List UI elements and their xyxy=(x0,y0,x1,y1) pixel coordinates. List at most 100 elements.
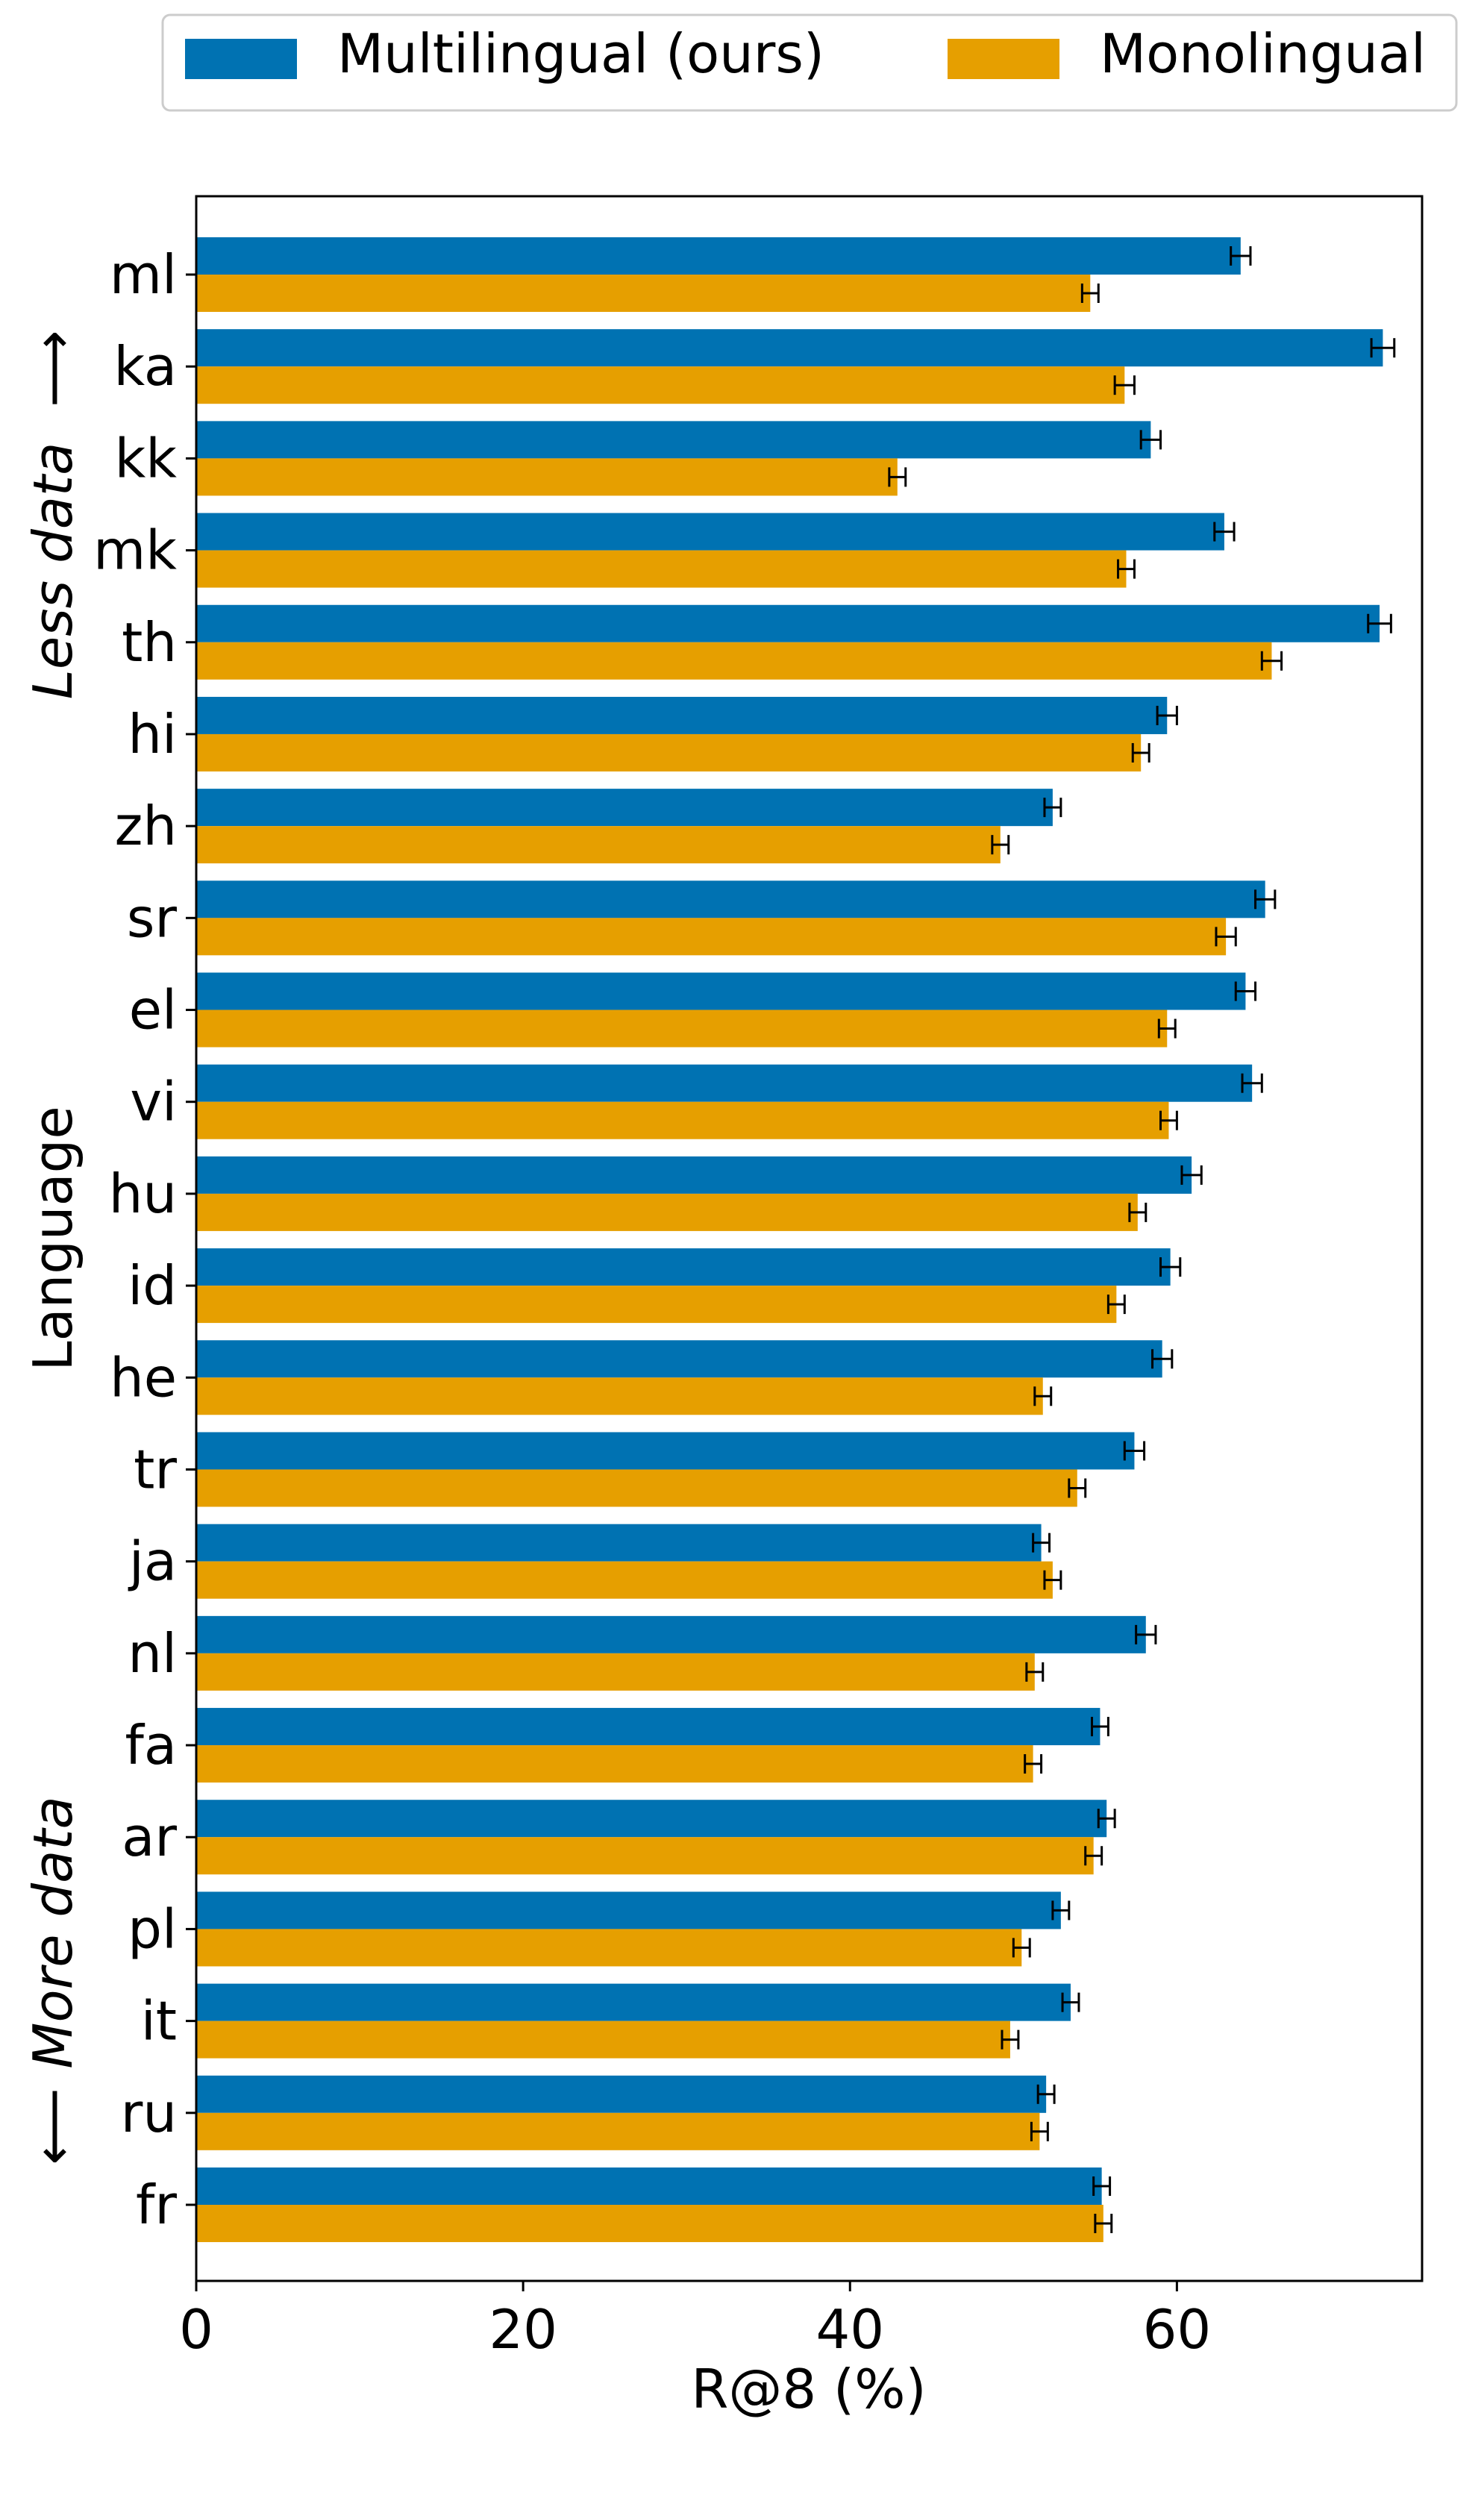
error-bar-it-multilingual xyxy=(1061,1992,1080,2012)
error-bar-fa-monolingual xyxy=(1024,1754,1043,1774)
y-tick-label-ja: ja xyxy=(128,1530,177,1593)
error-bar-pl-monolingual xyxy=(1012,1938,1031,1958)
bar-sr-monolingual xyxy=(196,918,1227,956)
bar-zh-multilingual xyxy=(196,789,1053,827)
bar-he-multilingual xyxy=(196,1340,1162,1378)
error-bar-ka-monolingual xyxy=(1113,375,1136,395)
error-bar-ru-multilingual xyxy=(1036,2084,1056,2104)
y-tick-label-ru: ru xyxy=(121,2082,177,2144)
bar-ru-monolingual xyxy=(196,2112,1040,2150)
error-bar-hi-multilingual xyxy=(1156,705,1178,725)
bar-pl-multilingual xyxy=(196,1891,1061,1929)
error-bar-ar-multilingual xyxy=(1097,1809,1116,1829)
bar-ja-multilingual xyxy=(196,1524,1042,1562)
bar-it-multilingual xyxy=(196,1983,1071,2021)
x-tick-label-20: 20 xyxy=(489,2298,557,2361)
error-bar-vi-multilingual xyxy=(1241,1073,1263,1093)
error-bar-nl-monolingual xyxy=(1025,1662,1045,1682)
error-bar-tr-monolingual xyxy=(1068,1478,1087,1498)
bar-fr-monolingual xyxy=(196,2205,1103,2242)
error-bars-layer xyxy=(888,246,1396,2233)
error-bar-nl-multilingual xyxy=(1135,1624,1157,1644)
bar-pl-monolingual xyxy=(196,1929,1022,1967)
y-tick-label-ka: ka xyxy=(113,335,177,398)
error-bar-el-multilingual xyxy=(1234,981,1257,1001)
y-tick-label-hu: hu xyxy=(109,1162,177,1225)
bar-zh-monolingual xyxy=(196,826,1001,864)
bar-el-multilingual xyxy=(196,972,1246,1010)
error-bar-ja-multilingual xyxy=(1032,1533,1051,1553)
bar-fr-multilingual xyxy=(196,2167,1102,2205)
legend-swatch-multilingual xyxy=(185,39,297,79)
y-tick-labels: ml ka kk mk th hi zh sr el vi hu id he tr ja nl fa ar pl it… xyxy=(93,243,196,2236)
bar-ru-multilingual xyxy=(196,2075,1047,2113)
x-tick-label-60: 60 xyxy=(1143,2298,1212,2361)
bars-layer xyxy=(196,237,1383,2242)
error-bar-ml-monolingual xyxy=(1080,284,1100,303)
y-tick-label-he: he xyxy=(110,1346,177,1409)
y-tick-label-zh: zh xyxy=(115,795,177,857)
y-tick-label-fr: fr xyxy=(136,2173,177,2236)
bar-kk-monolingual xyxy=(196,458,898,496)
y-tick-label-hi: hi xyxy=(128,703,177,766)
y-axis-label: Language xyxy=(22,1106,84,1371)
error-bar-he-monolingual xyxy=(1033,1386,1053,1406)
bar-tr-multilingual xyxy=(196,1432,1135,1470)
error-bar-el-monolingual xyxy=(1157,1018,1177,1039)
bar-ar-multilingual xyxy=(196,1800,1107,1838)
bar-vi-monolingual xyxy=(196,1101,1169,1139)
error-bar-ja-monolingual xyxy=(1043,1570,1062,1590)
error-bar-id-multilingual xyxy=(1159,1257,1182,1277)
error-bar-it-monolingual xyxy=(1001,2029,1020,2050)
bar-ml-multilingual xyxy=(196,237,1241,275)
bar-th-monolingual xyxy=(196,642,1272,680)
x-ticks: 0 20 40 60 xyxy=(179,2281,1211,2361)
y-tick-label-pl: pl xyxy=(128,1897,177,1960)
error-bar-ru-monolingual xyxy=(1030,2121,1049,2141)
error-bar-hi-monolingual xyxy=(1131,742,1150,763)
error-bar-mk-monolingual xyxy=(1117,559,1136,579)
legend-frame xyxy=(161,13,1458,112)
y-tick-label-th: th xyxy=(122,611,177,674)
bar-hu-multilingual xyxy=(196,1156,1192,1194)
bar-hi-monolingual xyxy=(196,733,1142,771)
bar-el-monolingual xyxy=(196,1010,1168,1048)
error-bar-zh-monolingual xyxy=(991,835,1010,855)
bar-mk-monolingual xyxy=(196,550,1127,588)
bar-id-multilingual xyxy=(196,1248,1171,1286)
bar-ml-monolingual xyxy=(196,275,1091,312)
annotation-less-data-arrow: ⟶ xyxy=(22,330,84,407)
y-tick-label-el: el xyxy=(129,979,177,1042)
bar-nl-monolingual xyxy=(196,1653,1035,1691)
y-tick-label-kk: kk xyxy=(115,427,178,489)
x-axis-label: R@8 (%) xyxy=(691,2358,926,2420)
bar-ka-multilingual xyxy=(196,329,1383,367)
y-tick-label-sr: sr xyxy=(127,886,178,949)
bar-kk-multilingual xyxy=(196,421,1151,459)
error-bar-fr-monolingual xyxy=(1094,2214,1113,2233)
annotation-less-data: Less data xyxy=(22,442,84,700)
error-bar-tr-multilingual xyxy=(1123,1441,1146,1461)
error-bar-vi-monolingual xyxy=(1159,1110,1178,1130)
bar-ja-monolingual xyxy=(196,1561,1053,1599)
plot-frame xyxy=(195,195,1424,2282)
error-bar-id-monolingual xyxy=(1106,1295,1126,1315)
y-tick-label-mk: mk xyxy=(93,519,177,582)
bar-it-monolingual xyxy=(196,2021,1010,2059)
error-bar-zh-multilingual xyxy=(1043,798,1062,818)
bar-ka-monolingual xyxy=(196,366,1125,404)
y-tick-label-tr: tr xyxy=(134,1438,177,1500)
error-bar-hu-monolingual xyxy=(1128,1202,1148,1222)
error-bar-mk-multilingual xyxy=(1213,522,1236,542)
annotation-more-data-arrow: ⟵ xyxy=(22,2088,84,2165)
y-tick-label-id: id xyxy=(128,1254,177,1317)
y-tick-label-fa: fa xyxy=(125,1714,177,1777)
bar-nl-multilingual xyxy=(196,1615,1146,1653)
y-tick-label-ml: ml xyxy=(110,243,177,306)
bar-mk-multilingual xyxy=(196,513,1224,551)
error-bar-he-multilingual xyxy=(1151,1349,1174,1369)
bar-ar-monolingual xyxy=(196,1837,1094,1875)
legend-swatch-monolingual xyxy=(948,39,1059,79)
error-bar-fr-multilingual xyxy=(1092,2176,1112,2196)
